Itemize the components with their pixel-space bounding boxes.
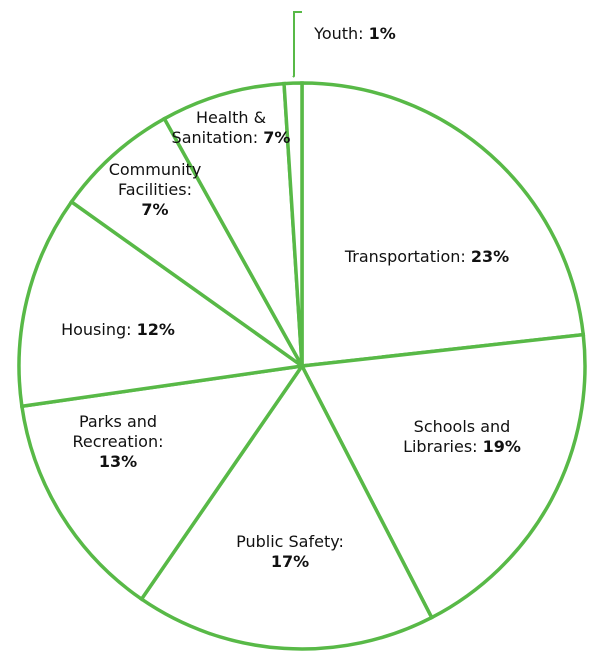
callout-leader-line — [292, 11, 302, 78]
slice-label-public-safety: Public Safety: 17% — [236, 532, 344, 571]
slice-value: 7% — [141, 200, 168, 219]
pie-slice-parks-and-recreation — [19, 363, 306, 602]
slice-value: 12% — [137, 320, 175, 339]
slice-label-line: Community — [109, 160, 202, 179]
slice-label-line: Transportation: — [344, 247, 471, 266]
slice-label-transportation: Transportation: 23% — [344, 247, 509, 266]
slice-label-youth: Youth: 1% — [313, 24, 396, 43]
slice-value: 7% — [263, 128, 290, 147]
slice-value: 19% — [483, 437, 521, 456]
slice-label-line: Parks and — [79, 412, 157, 431]
slice-label-parks-and-recreation: Parks and Recreation: 13% — [73, 412, 164, 471]
pie-slice-youth — [282, 81, 304, 367]
slice-label-line: Recreation: — [73, 432, 164, 451]
slice-label-line: Sanitation: — [172, 128, 264, 147]
slice-label-schools-and-libraries: Schools and Libraries: 19% — [403, 417, 521, 456]
slice-label-line: Libraries: — [403, 437, 483, 456]
pie-slice-public-safety — [139, 362, 435, 651]
slice-value: 23% — [471, 247, 509, 266]
pie-slice-health-sanitation — [162, 81, 304, 367]
pie-slice-community-facilities — [69, 116, 304, 368]
pie-slice-transportation — [300, 81, 586, 368]
slice-label-line: Housing: — [61, 320, 137, 339]
slice-label-line: Health & — [196, 108, 266, 127]
pie-slice-schools-and-libraries — [299, 332, 587, 620]
slice-label-line: Schools and — [414, 417, 511, 436]
slice-value: 1% — [369, 24, 396, 43]
slice-label-community-facilities: Community Facilities: 7% — [109, 160, 202, 219]
pie-slice-housing — [17, 199, 307, 409]
slice-label-housing: Housing: 12% — [61, 320, 175, 339]
slice-label-line: Youth: — [313, 24, 368, 43]
slice-label-line: Public Safety: — [236, 532, 344, 551]
slice-label-line: Facilities: — [118, 180, 192, 199]
slice-value: 13% — [99, 452, 137, 471]
slice-value: 17% — [271, 552, 309, 571]
slice-label-health-sanitation: Health & Sanitation: 7% — [172, 108, 291, 147]
